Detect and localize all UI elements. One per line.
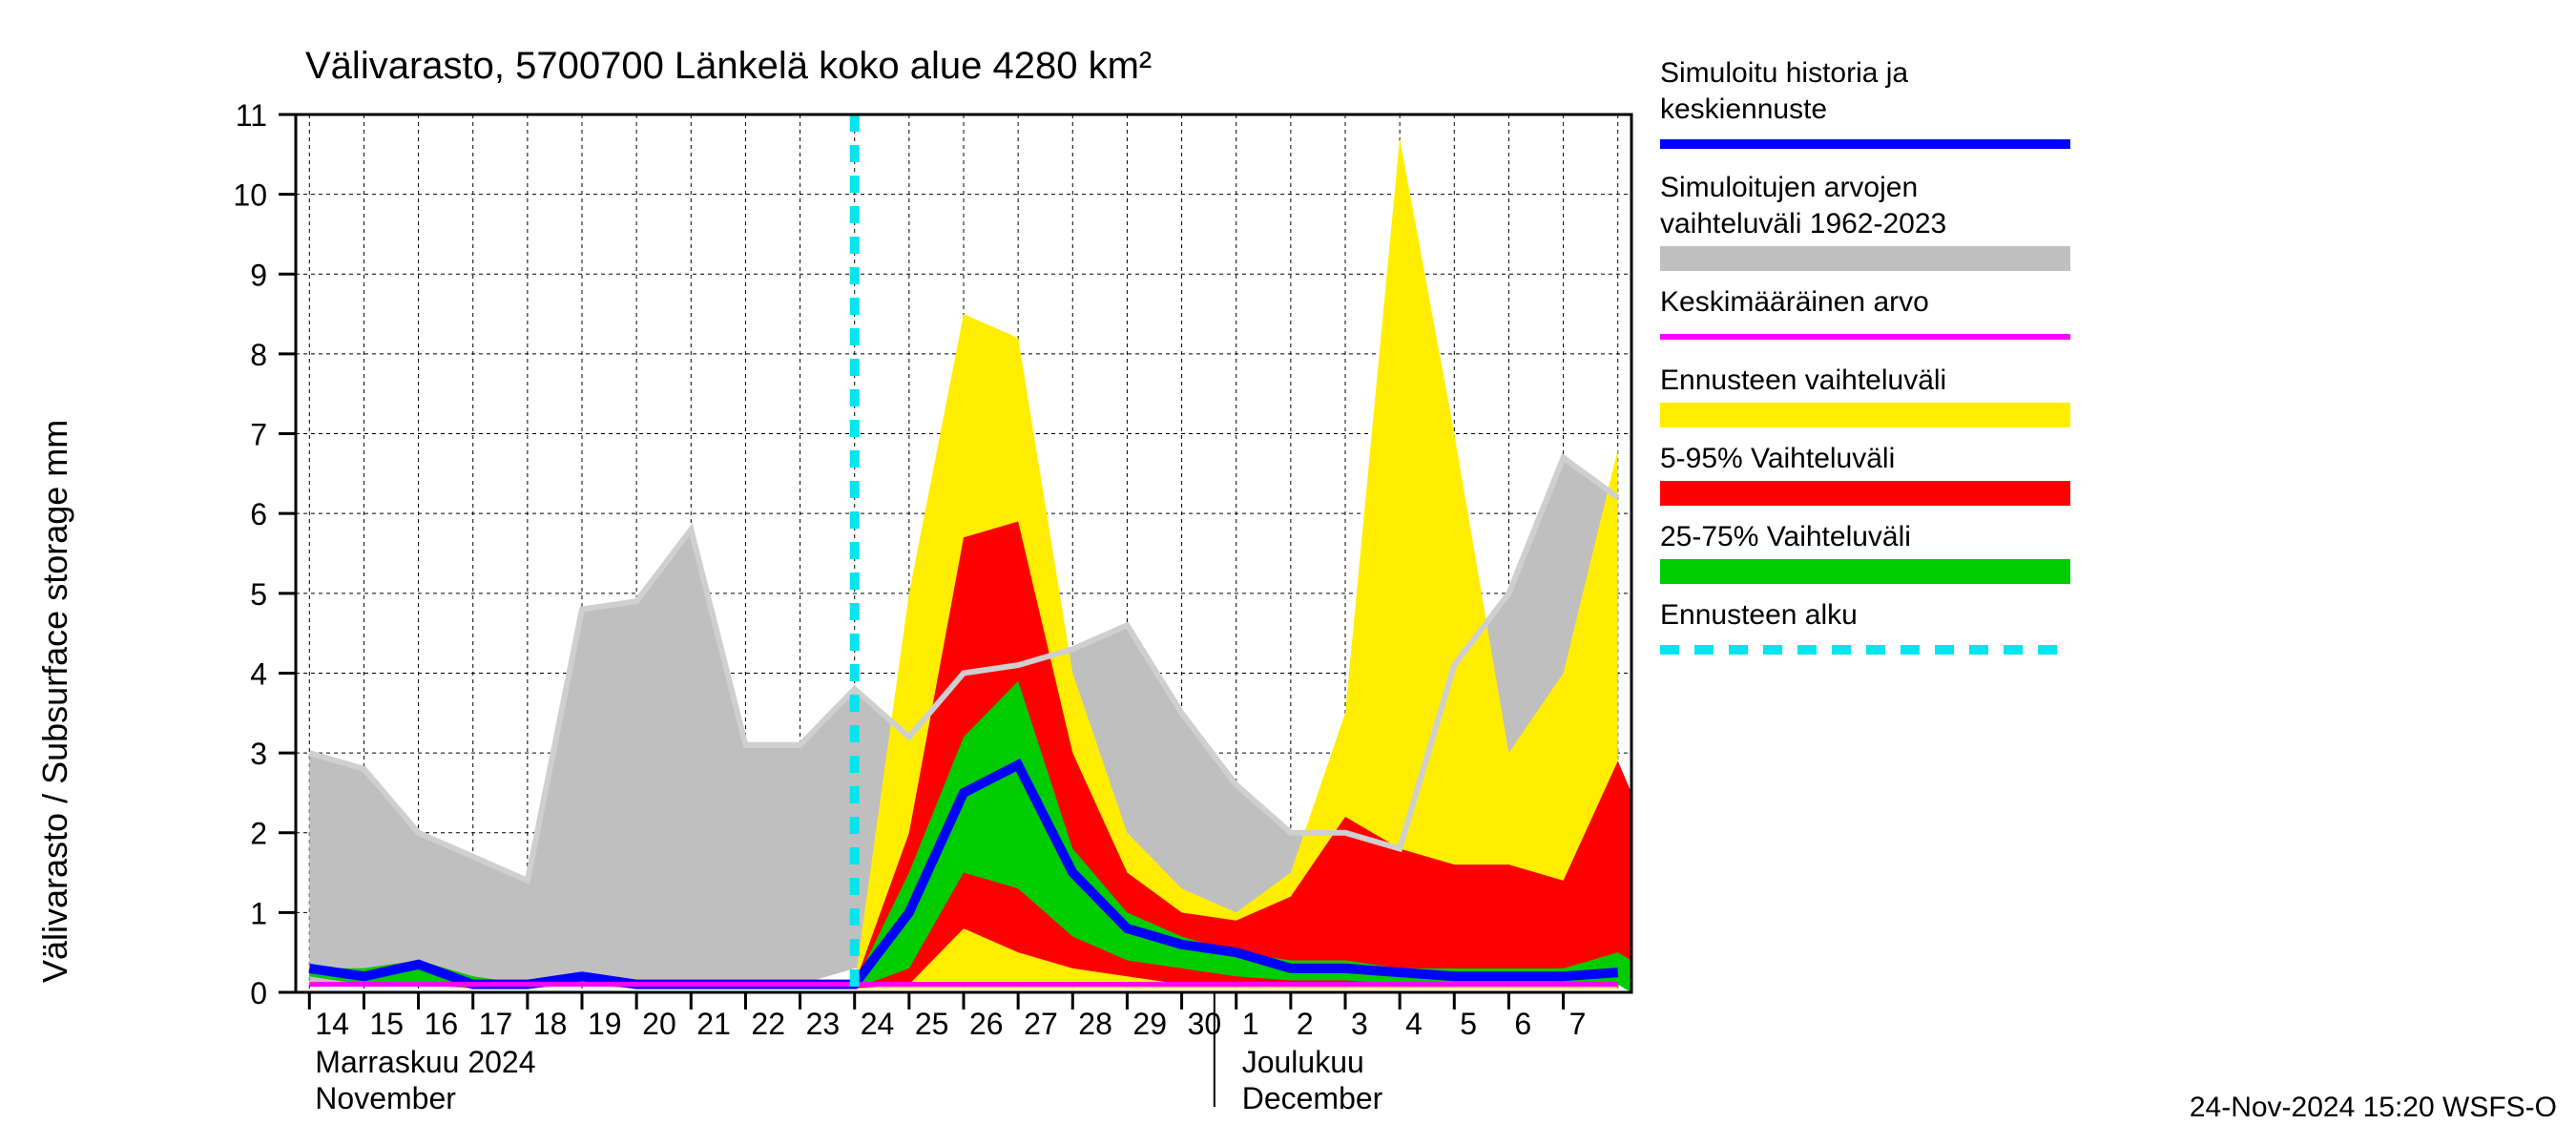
x-tick-label: 5 — [1460, 1007, 1477, 1041]
y-tick-label: 7 — [250, 418, 267, 452]
legend-label: Keskimääräinen arvo — [1660, 286, 1929, 318]
month-label-fi: Joulukuu — [1242, 1045, 1364, 1079]
x-tick-label: 14 — [315, 1007, 349, 1041]
y-tick-label: 8 — [250, 338, 267, 372]
x-tick-label: 19 — [588, 1007, 622, 1041]
x-tick-label: 3 — [1351, 1007, 1368, 1041]
y-axis-label: Välivarasto / Subsurface storage mm — [35, 420, 74, 983]
y-tick-label: 5 — [250, 577, 267, 612]
legend-swatch — [1660, 246, 2070, 271]
x-tick-label: 21 — [696, 1007, 731, 1041]
chart-container: 0123456789101114151617181920212223242526… — [0, 0, 2576, 1145]
x-tick-label: 18 — [533, 1007, 568, 1041]
legend-label: Simuloitujen arvojen — [1660, 172, 1918, 203]
x-tick-label: 16 — [425, 1007, 459, 1041]
x-tick-label: 24 — [861, 1007, 895, 1041]
y-tick-label: 10 — [233, 178, 267, 213]
x-tick-label: 27 — [1024, 1007, 1058, 1041]
x-tick-label: 17 — [479, 1007, 513, 1041]
x-tick-label: 4 — [1405, 1007, 1423, 1041]
x-tick-label: 7 — [1569, 1007, 1587, 1041]
y-tick-label: 0 — [250, 976, 267, 1010]
y-tick-label: 11 — [236, 98, 267, 133]
x-tick-label: 15 — [369, 1007, 404, 1041]
legend-label: keskiennuste — [1660, 94, 1827, 125]
x-tick-label: 25 — [915, 1007, 949, 1041]
month-label-en: December — [1242, 1081, 1383, 1115]
legend-label: Ennusteen alku — [1660, 599, 1858, 631]
legend-swatch — [1660, 403, 2070, 427]
x-tick-label: 30 — [1188, 1007, 1222, 1041]
y-tick-label: 9 — [250, 258, 267, 292]
y-tick-label: 4 — [250, 656, 267, 691]
y-tick-label: 2 — [250, 817, 267, 851]
x-tick-label: 20 — [642, 1007, 676, 1041]
x-tick-label: 6 — [1514, 1007, 1531, 1041]
x-tick-label: 1 — [1242, 1007, 1259, 1041]
month-label-en: November — [315, 1081, 456, 1115]
x-tick-label: 22 — [751, 1007, 785, 1041]
y-tick-label: 1 — [250, 896, 267, 930]
y-tick-label: 6 — [250, 497, 267, 531]
legend-label: Ennusteen vaihteluväli — [1660, 364, 1946, 396]
y-tick-label: 3 — [250, 737, 267, 771]
legend-swatch — [1660, 481, 2070, 506]
legend-label: Simuloitu historia ja — [1660, 57, 1908, 89]
month-label-fi: Marraskuu 2024 — [315, 1045, 535, 1079]
x-tick-label: 26 — [969, 1007, 1004, 1041]
chart-title: Välivarasto, 5700700 Länkelä koko alue 4… — [305, 45, 1152, 87]
legend-label: vaihteluväli 1962-2023 — [1660, 208, 1946, 239]
x-tick-label: 23 — [806, 1007, 841, 1041]
chart-svg: 0123456789101114151617181920212223242526… — [0, 0, 2576, 1145]
x-tick-label: 2 — [1297, 1007, 1314, 1041]
x-tick-label: 28 — [1078, 1007, 1112, 1041]
legend-label: 25-75% Vaihteluväli — [1660, 521, 1911, 552]
legend-label: 5-95% Vaihteluväli — [1660, 443, 1895, 474]
x-tick-label: 29 — [1132, 1007, 1167, 1041]
legend-swatch — [1660, 559, 2070, 584]
footer-timestamp: 24-Nov-2024 15:20 WSFS-O — [2190, 1092, 2557, 1123]
